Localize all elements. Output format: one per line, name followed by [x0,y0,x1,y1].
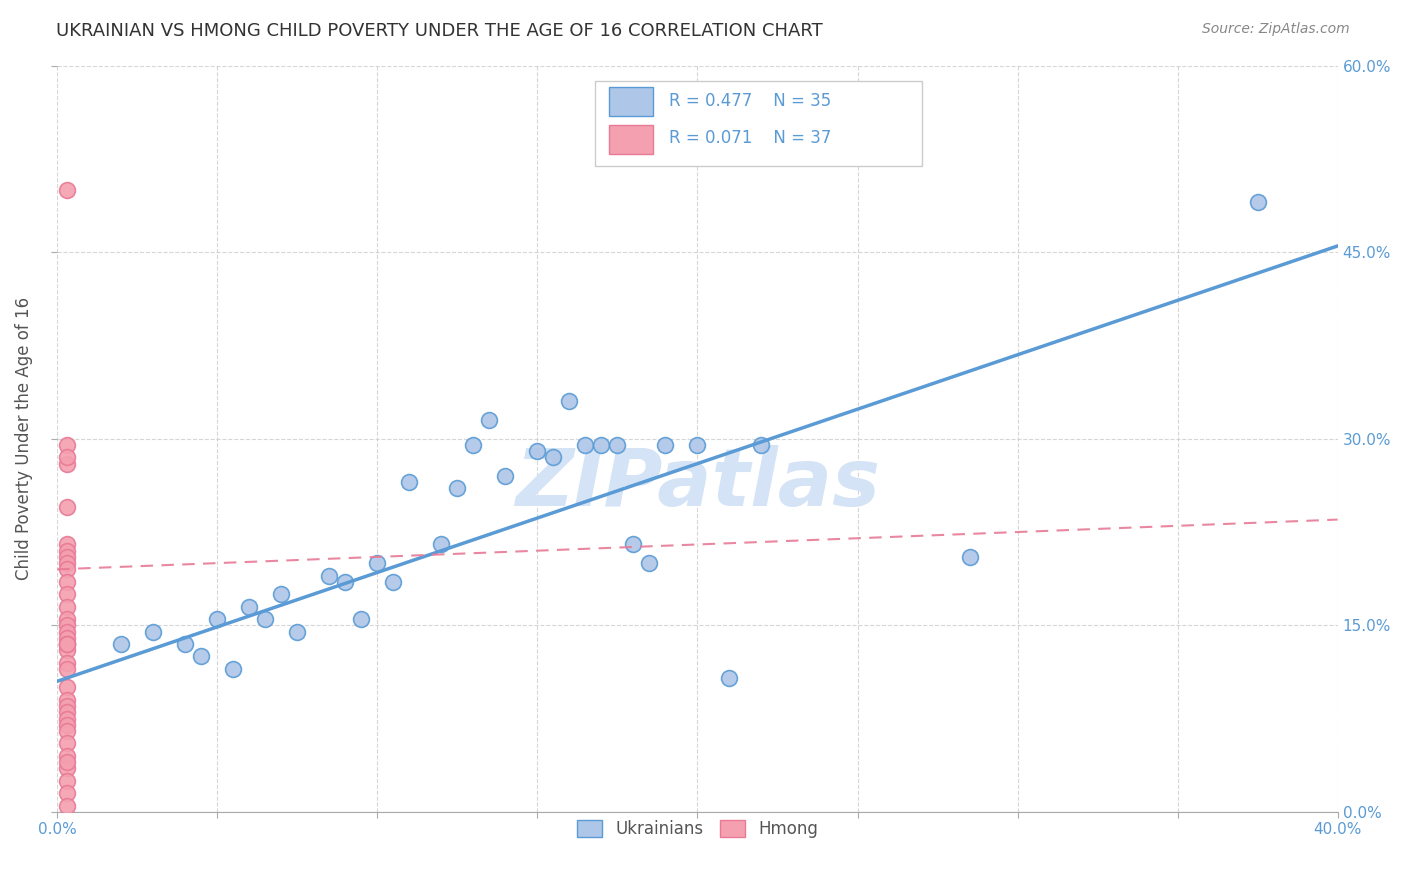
Point [56,773,79,788]
Point [56,624,79,639]
Point [606,438,628,452]
Point [751,438,773,452]
Point [56,450,79,465]
Text: UKRAINIAN VS HMONG CHILD POVERTY UNDER THE AGE OF 16 CORRELATION CHART: UKRAINIAN VS HMONG CHILD POVERTY UNDER T… [56,22,823,40]
Point [56,618,79,632]
Point [56,537,79,551]
Point [56,562,79,576]
Point [318,568,340,582]
Point [686,438,709,452]
Point [56,574,79,589]
Point [56,637,79,651]
Point [350,612,373,626]
Point [591,438,613,452]
Point [174,637,197,651]
Point [56,637,79,651]
Point [56,599,79,614]
Point [574,438,596,452]
FancyBboxPatch shape [595,80,921,166]
Point [56,755,79,769]
Point [1246,195,1268,210]
Point [526,444,548,458]
Point [718,671,741,685]
Text: Source: ZipAtlas.com: Source: ZipAtlas.com [1202,22,1350,37]
Point [56,712,79,726]
Point [56,662,79,676]
Point [285,624,308,639]
Point [254,612,277,626]
Point [623,537,645,551]
Y-axis label: Child Poverty Under the Age of 16: Child Poverty Under the Age of 16 [15,297,32,581]
Point [430,537,453,551]
Point [56,736,79,750]
Point [110,637,132,651]
FancyBboxPatch shape [609,125,652,153]
Point [56,500,79,515]
Point [56,183,79,197]
Point [366,556,388,570]
Point [463,438,485,452]
Point [56,681,79,695]
Point [543,450,565,465]
Point [446,482,468,496]
Point [398,475,420,490]
Point [56,693,79,707]
Legend: Ukrainians, Hmong: Ukrainians, Hmong [571,814,825,845]
Point [56,556,79,570]
Point [56,631,79,645]
Point [56,543,79,558]
Point [56,748,79,763]
Point [56,798,79,813]
Point [654,438,676,452]
Point [494,469,516,483]
Point [558,394,581,409]
Point [56,724,79,739]
FancyBboxPatch shape [609,87,652,116]
Point [142,624,165,639]
Text: R = 0.071    N = 37: R = 0.071 N = 37 [669,129,832,147]
Point [56,761,79,775]
Point [335,574,357,589]
Point [56,643,79,657]
Point [56,438,79,452]
Point [56,587,79,601]
Point [222,662,245,676]
Point [56,457,79,471]
Point [56,699,79,714]
Point [56,786,79,800]
Text: ZIPatlas: ZIPatlas [515,444,880,523]
Point [56,656,79,670]
Point [190,649,212,664]
Point [959,549,981,564]
Point [56,718,79,732]
Point [478,413,501,427]
Point [56,549,79,564]
Point [382,574,405,589]
Point [238,599,260,614]
Point [270,587,292,601]
Point [56,706,79,720]
Text: R = 0.477    N = 35: R = 0.477 N = 35 [669,92,831,110]
Point [56,637,79,651]
Point [207,612,229,626]
Point [56,612,79,626]
Point [638,556,661,570]
